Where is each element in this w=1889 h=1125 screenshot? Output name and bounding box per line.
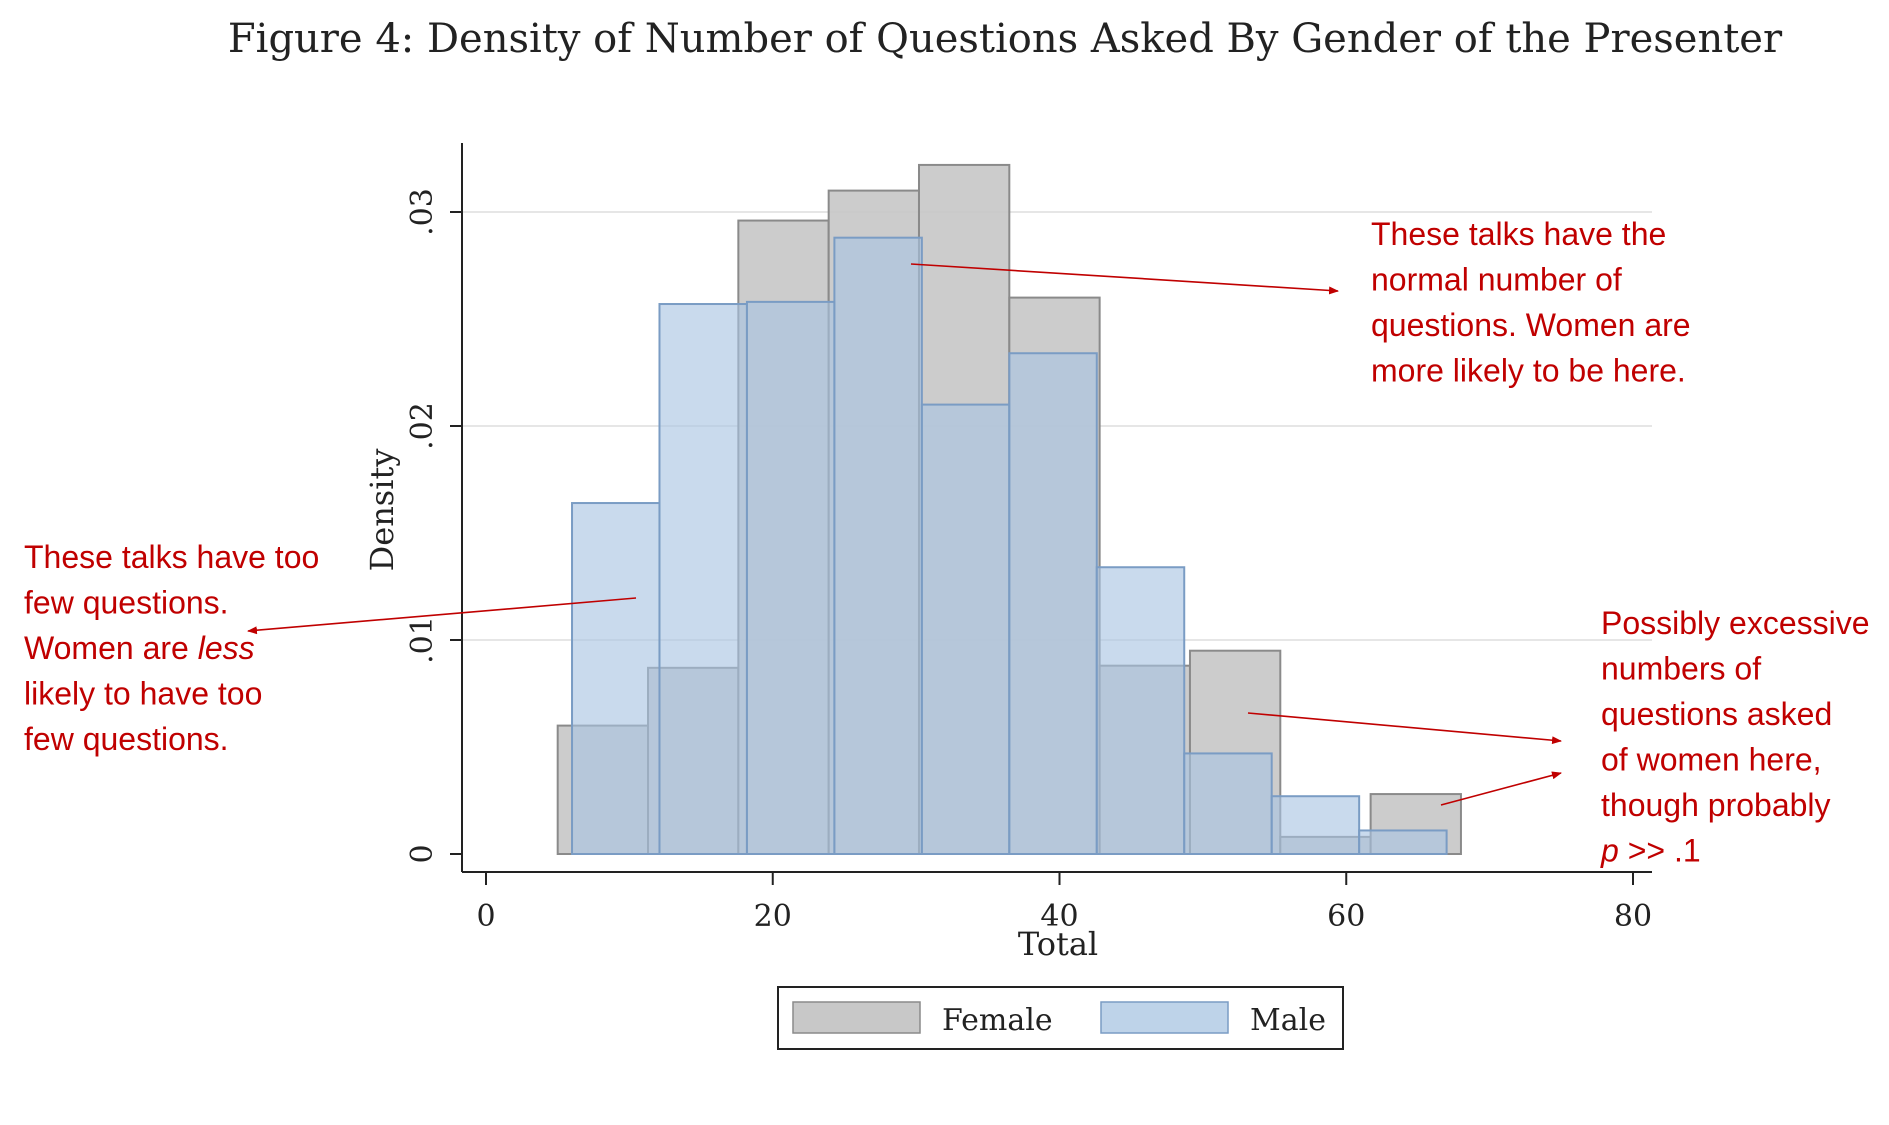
male-bar-3 — [833, 236, 923, 855]
annotation-1-line-0: These talks have the — [1371, 216, 1666, 252]
legend-swatch-female — [792, 1001, 921, 1034]
axes: 0 .01 .02 .03 0 20 40 60 80 — [405, 143, 1652, 934]
male-bar-6 — [1095, 566, 1186, 855]
annotation-2-line-1: numbers of — [1601, 651, 1761, 687]
y-tick-label-0: 0 — [405, 844, 440, 863]
legend-label-female: Female — [942, 1003, 1053, 1038]
male-bar-4 — [920, 403, 1011, 855]
legend-label-male: Male — [1250, 1003, 1326, 1038]
annotation-2-line-5: p >> .1 — [1600, 833, 1701, 869]
y-tick-label-2: .02 — [405, 402, 440, 450]
legend-swatch-male — [1100, 1001, 1229, 1034]
annotation-1-arrow-0 — [910, 263, 1339, 295]
annotation-0-line-0: These talks have too — [24, 539, 319, 575]
x-tick-label-3: 60 — [1327, 899, 1365, 934]
annotation-2-line-2: questions asked — [1601, 696, 1832, 732]
annotation-2-arrow-0 — [1247, 712, 1562, 745]
figure-title: Figure 4: Density of Number of Questions… — [228, 16, 1783, 62]
male-bar-7 — [1183, 752, 1273, 855]
male-bar-8 — [1270, 795, 1361, 855]
y-tick-label-3: .03 — [405, 188, 440, 236]
annotation-1-line-1: normal number of — [1371, 262, 1622, 298]
annotation-2-line-3: of women here, — [1601, 742, 1822, 778]
annotation-0-line-2: Women are less — [24, 630, 255, 666]
annotation-1-line-2: questions. Women are — [1371, 307, 1691, 343]
x-axis-label: Total — [1018, 925, 1098, 963]
y-tick-label-1: .01 — [405, 616, 440, 664]
annotation-1-line-3: more likely to be here. — [1371, 353, 1686, 389]
annotation-2-line-4: though probably — [1601, 787, 1831, 823]
male-bar-5 — [1008, 352, 1098, 855]
x-tick-label-2: 40 — [1040, 899, 1078, 934]
x-tick-label-1: 20 — [754, 899, 792, 934]
male-bar-0 — [571, 502, 661, 855]
y-axis-label: Density — [363, 449, 401, 572]
annotations: These talks have too few questions. Women … — [24, 216, 1870, 869]
annotation-0-line-4: few questions. — [24, 721, 229, 757]
x-tick-label-4: 80 — [1614, 899, 1652, 934]
male-bar-9 — [1358, 829, 1448, 856]
male-bar-2 — [745, 300, 836, 855]
x-tick-label-0: 0 — [476, 899, 495, 934]
annotation-0-line-3: likely to have too — [24, 676, 262, 712]
annotation-0-line-1: few questions. — [24, 585, 229, 621]
annotation-0-arrow-0 — [247, 597, 637, 635]
annotation-2-line-0: Possibly excessive — [1601, 605, 1870, 641]
legend: Female Male — [777, 986, 1344, 1050]
annotation-2-arrow-1 — [1440, 771, 1562, 806]
male-bars — [571, 236, 1448, 856]
male-bar-1 — [658, 303, 748, 855]
